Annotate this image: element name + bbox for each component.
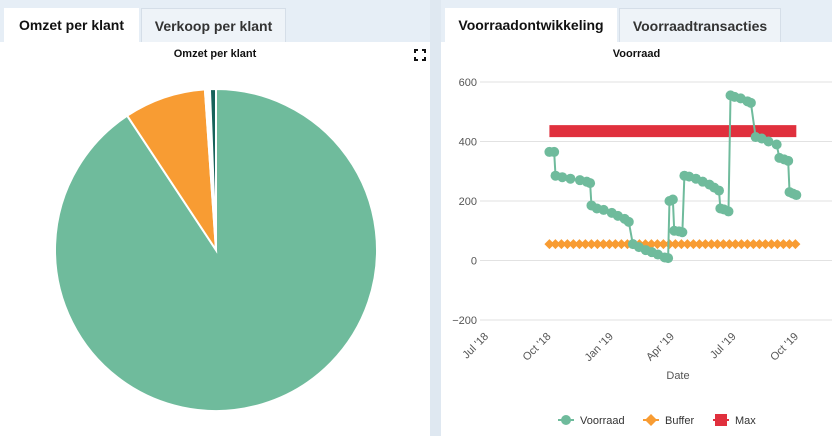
buffer-marker [616,239,627,250]
voorraad-point[interactable] [623,216,634,227]
buffer-marker [766,239,777,250]
x-tick-label: Oct '18 [521,331,554,364]
fullscreen-icon[interactable] [414,49,426,61]
buffer-marker [562,239,573,250]
buffer-marker [754,239,765,250]
x-axis-title: Date [666,370,689,382]
legend-label[interactable]: Buffer [665,415,694,427]
legend-marker [715,414,727,426]
buffer-marker [568,239,579,250]
pie-slice-3[interactable] [208,87,217,251]
voorraad-point[interactable] [667,194,678,205]
legend-label[interactable]: Max [735,415,756,427]
buffer-marker [652,239,663,250]
voorraad-point[interactable] [557,172,568,183]
buffer-marker [778,239,789,250]
buffer-marker [592,239,603,250]
buffer-marker [676,239,687,250]
line-chart-title: Voorraad [612,48,661,60]
y-tick-label: 400 [459,137,477,149]
voorraad-point[interactable] [791,190,802,201]
x-tick-label: Oct '19 [768,331,801,364]
voorraad-point[interactable] [565,173,576,184]
y-tick-label: 200 [459,196,477,208]
buffer-marker [748,239,759,250]
buffer-marker [706,239,717,250]
buffer-marker [556,239,567,250]
buffer-marker [550,239,561,250]
buffer-marker [742,239,753,250]
buffer-marker [712,239,723,250]
buffer-marker [586,239,597,250]
buffer-marker [718,239,729,250]
voorraad-point[interactable] [771,139,782,150]
buffer-marker [784,239,795,250]
voorraad-point[interactable] [783,155,794,166]
buffer-marker [736,239,747,250]
buffer-marker [598,239,609,250]
line-chart: −200 0 200 400 600 Jul '18 Oct '18 Jan '19 Apr '… [452,77,832,427]
buffer-marker [694,239,705,250]
buffer-marker [604,239,615,250]
x-tick-label: Apr '19 [644,331,677,364]
buffer-marker [682,239,693,250]
x-tick-label: Jul '18 [460,331,491,362]
x-tick-label: Jul '19 [708,331,739,362]
voorraad-point[interactable] [745,97,756,108]
omzet-panel: Omzet per klant Verkoop per klant Omzet … [0,0,430,436]
tab-omzet-per-klant[interactable]: Omzet per klant [4,8,139,42]
legend-label[interactable]: Voorraad [580,415,625,427]
voorraad-point[interactable] [663,253,674,264]
buffer-marker [574,239,585,250]
buffer-marker [544,239,555,250]
voorraad-point[interactable] [549,146,560,157]
buffer-marker [790,239,801,250]
y-tick-label: 0 [471,256,477,268]
tab-voorraadontwikkeling[interactable]: Voorraadontwikkeling [445,8,617,42]
legend-marker [561,415,571,425]
pie-chart-title: Omzet per klant [173,48,257,60]
voorraad-point[interactable] [677,227,688,238]
voorraad-point[interactable] [585,178,596,189]
buffer-marker [700,239,711,250]
buffer-marker [610,239,621,250]
buffer-marker [772,239,783,250]
voorraad-point[interactable] [763,136,774,147]
buffer-marker [670,239,681,250]
buffer-marker [646,239,657,250]
buffer-marker [760,239,771,250]
buffer-marker [580,239,591,250]
tab-voorraadtransacties[interactable]: Voorraadtransacties [619,8,781,42]
buffer-marker [688,239,699,250]
voorraad-point[interactable] [713,185,724,196]
y-tick-label: 600 [459,77,477,89]
voorraad-panel: Voorraadontwikkeling Voorraadtransacties… [441,0,832,436]
legend-marker [645,414,657,426]
buffer-marker [724,239,735,250]
voorraad-point[interactable] [723,206,734,217]
y-tick-label: −200 [452,315,477,327]
buffer-marker [658,239,669,250]
right-tabbar: Voorraadontwikkeling Voorraadtransacties [441,0,832,42]
tab-verkoop-per-klant[interactable]: Verkoop per klant [141,8,286,42]
voorraad-point[interactable] [598,204,609,215]
x-tick-label: Jan '19 [583,331,616,364]
pie-chart [54,87,378,412]
pie-slice-0[interactable] [54,87,378,412]
left-tabbar: Omzet per klant Verkoop per klant [0,0,430,42]
buffer-marker [730,239,741,250]
